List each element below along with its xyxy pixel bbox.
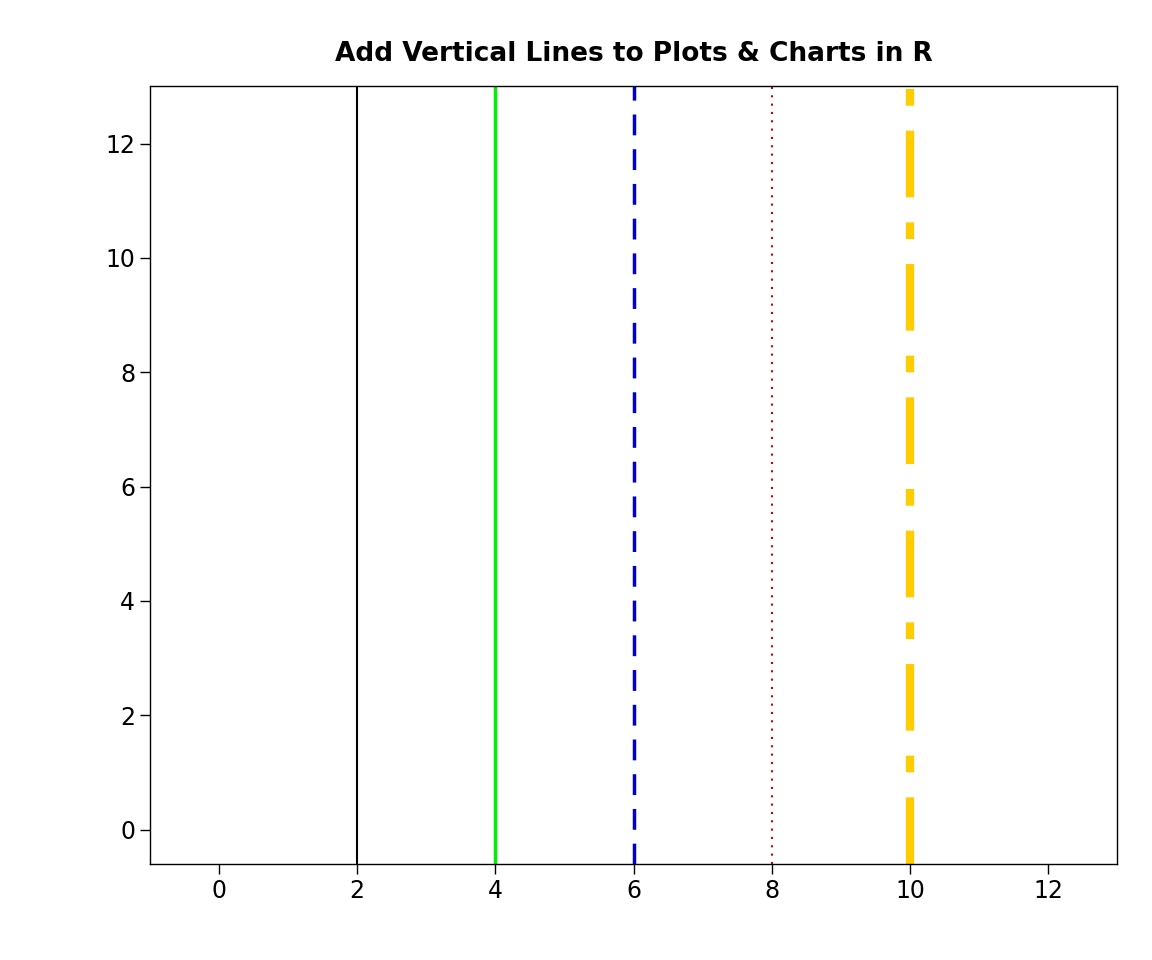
Title: Add Vertical Lines to Plots & Charts in R: Add Vertical Lines to Plots & Charts in … [335,41,932,67]
